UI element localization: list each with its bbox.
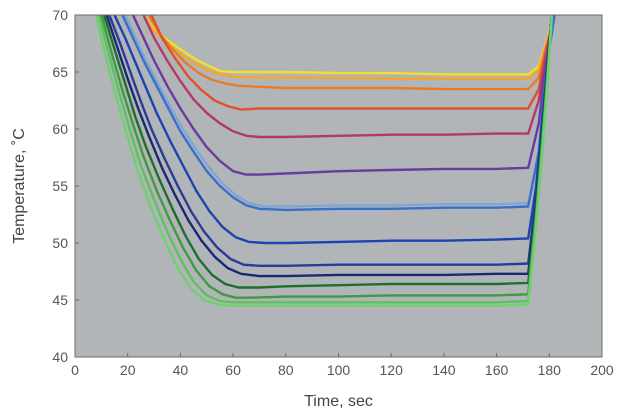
x-tick-label: 140 <box>432 362 456 378</box>
series-line-3 <box>147 15 556 91</box>
y-tick-label: 70 <box>52 7 68 23</box>
series-line-8 <box>121 15 556 212</box>
y-tick-label: 65 <box>52 64 68 80</box>
x-tick-label: 60 <box>225 362 241 378</box>
x-tick-label: 180 <box>538 362 562 378</box>
series-line-9 <box>113 15 554 245</box>
y-tick-label: 55 <box>52 178 68 194</box>
y-tick-label: 40 <box>52 349 68 365</box>
y-tick-label: 50 <box>52 235 68 251</box>
series-line-5 <box>142 15 556 139</box>
x-tick-label: 120 <box>380 362 404 378</box>
y-tick-label: 45 <box>52 292 68 308</box>
x-tick-label: 40 <box>173 362 189 378</box>
axes: 0 20 40 60 80 100 120 140 160 180 200 40 45 50 55 60 65 7… <box>52 7 613 378</box>
x-tick-label: 100 <box>327 362 351 378</box>
x-tick-label: 200 <box>590 362 614 378</box>
series-line-6 <box>131 15 556 176</box>
series-line-4 <box>150 15 556 111</box>
plot-area <box>75 15 602 357</box>
x-tick-label: 20 <box>120 362 136 378</box>
x-axis-title: Time, sec <box>304 393 373 410</box>
x-tick-label: 0 <box>71 362 79 378</box>
x-tick-label: 80 <box>278 362 294 378</box>
y-tick-label: 60 <box>52 121 68 137</box>
x-tick-label: 160 <box>485 362 509 378</box>
y-axis-title: Temperature, ˚C <box>11 128 28 244</box>
series-line-2 <box>142 15 556 81</box>
series-line-15 <box>94 15 554 307</box>
